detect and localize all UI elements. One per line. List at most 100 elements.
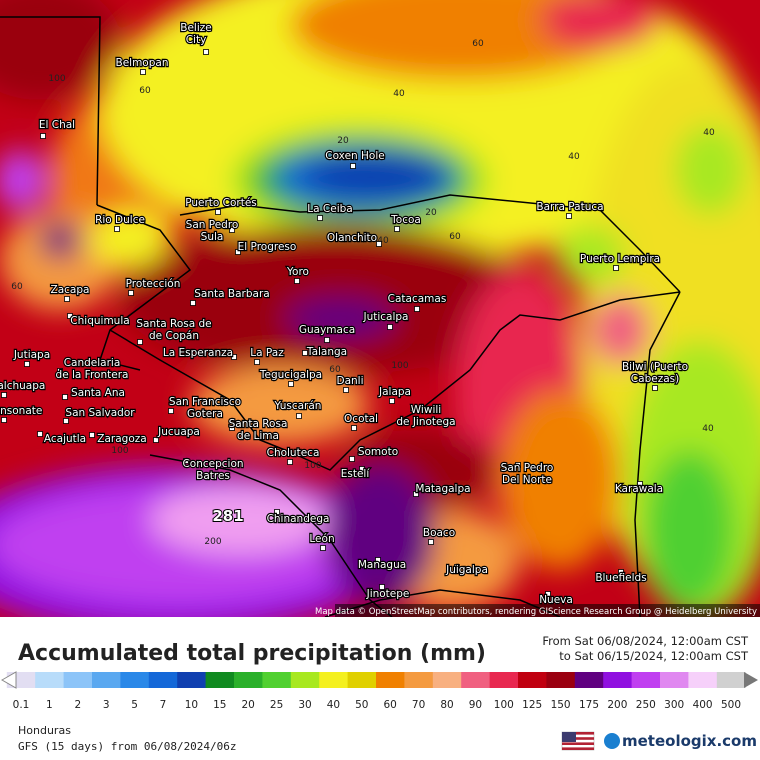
city-marker <box>566 213 572 219</box>
colorbar-swatch <box>688 672 718 688</box>
contour-label: 60 <box>139 86 151 96</box>
colorbar-label: 10 <box>185 699 198 711</box>
city-label: Catacamas <box>388 293 447 305</box>
city-label: Zacapa <box>51 284 90 296</box>
colorbar-swatch <box>290 672 320 688</box>
us-flag <box>561 731 595 751</box>
contour-label: 40 <box>702 424 714 434</box>
city-label: Bluefields <box>595 572 646 584</box>
city-label: City <box>186 34 207 46</box>
city-marker <box>302 350 308 356</box>
city-label: Karawala <box>615 483 663 495</box>
contour-label: 200 <box>204 537 221 547</box>
colorbar-swatch <box>546 672 576 688</box>
colorbar-label: 40 <box>327 699 340 711</box>
city-label: Chiquimula <box>70 315 129 327</box>
city-marker <box>235 249 241 255</box>
city-label: La Esperanza <box>163 347 233 359</box>
city-marker <box>140 69 146 75</box>
colorbar-label: 150 <box>551 699 571 711</box>
colorbar-label: 2 <box>74 699 81 711</box>
colorbar-swatch <box>631 672 661 688</box>
city-marker <box>128 290 134 296</box>
city-marker <box>287 459 293 465</box>
city-marker <box>351 425 357 431</box>
city-marker <box>296 413 302 419</box>
city-label: de Lima <box>237 430 279 442</box>
contour-label: 100 <box>111 446 128 456</box>
colorbar-label: 90 <box>469 699 482 711</box>
colorbar-label: 80 <box>440 699 453 711</box>
city-label: Jinotepe <box>366 588 410 600</box>
city-marker <box>114 226 120 232</box>
city-marker <box>320 545 326 551</box>
city-marker <box>613 265 619 271</box>
colorbar-swatch <box>92 672 121 688</box>
logo-icon <box>604 733 620 749</box>
city-marker <box>1 392 7 398</box>
city-marker <box>1 417 7 423</box>
city-marker <box>515 462 521 468</box>
city-marker <box>454 564 460 570</box>
colorbar-label: 125 <box>522 699 542 711</box>
city-marker <box>203 49 209 55</box>
contour-label: 20 <box>425 208 437 218</box>
city-marker <box>394 226 400 232</box>
city-marker <box>387 324 393 330</box>
colorbar-label: 200 <box>607 699 627 711</box>
city-marker <box>190 300 196 306</box>
city-marker <box>63 418 69 424</box>
contour-label: 40 <box>377 236 389 246</box>
city-label: de Jinotega <box>396 416 455 428</box>
max-value-label: 281 <box>212 507 243 525</box>
contour-label: 40 <box>703 128 715 138</box>
city-label: Matagalpa <box>415 483 470 495</box>
city-label: Tegucigalpa <box>259 369 322 381</box>
colorbar-label: 7 <box>160 699 167 711</box>
colorbar-label: 15 <box>213 699 226 711</box>
city-label: Ocotal <box>344 413 378 425</box>
period-from: From Sat 06/08/2024, 12:00am CST <box>542 634 749 648</box>
colorbar-swatch <box>319 672 349 688</box>
attribution-bar <box>335 604 760 617</box>
colorbar-swatch <box>518 672 547 688</box>
city-label: Yoro <box>286 266 309 278</box>
city-label: San Pedro <box>501 462 554 474</box>
attribution: Map data © OpenStreetMap contributors, r… <box>315 607 757 617</box>
city-marker <box>137 339 143 345</box>
colorbar-swatch <box>376 672 405 688</box>
colorbar-label: 100 <box>494 699 514 711</box>
colorbar-label: 30 <box>298 699 311 711</box>
city-label: Zaragoza <box>97 433 146 445</box>
city-label: Juigalpa <box>445 564 488 576</box>
colorbar-swatch <box>347 672 377 688</box>
color-bar: 0.1 1 2 3 5 7 10 15 20 25 30 40 50 60 70 80 90 100 125 150 1… <box>6 672 746 711</box>
city-marker <box>229 227 235 233</box>
city-marker <box>215 209 221 215</box>
city-label: Candelaria <box>64 357 121 369</box>
city-marker <box>389 398 395 404</box>
colorbar-label: 20 <box>242 699 255 711</box>
colorbar-swatch <box>148 672 178 688</box>
city-marker <box>231 354 237 360</box>
contour-label: 60 <box>472 39 484 49</box>
city-marker <box>410 406 416 412</box>
brand[interactable]: meteologix.com <box>622 732 757 750</box>
city-label: Jalapa <box>378 386 411 398</box>
colorbar-swatch <box>35 672 65 688</box>
city-label: La Ceiba <box>307 203 352 215</box>
city-marker <box>343 387 349 393</box>
city-marker <box>64 296 70 302</box>
city-marker <box>57 368 63 374</box>
city-label: Sula <box>201 231 224 243</box>
city-label: Barra Patuca <box>536 201 603 213</box>
city-marker <box>350 163 356 169</box>
colorbar-swatch <box>177 672 207 688</box>
city-label: Choluteca <box>267 447 320 459</box>
city-marker <box>37 431 43 437</box>
colorbar-swatch <box>404 672 434 688</box>
city-label: Rio Dulce <box>95 214 145 226</box>
city-label: Puerto Cortés <box>185 197 257 209</box>
